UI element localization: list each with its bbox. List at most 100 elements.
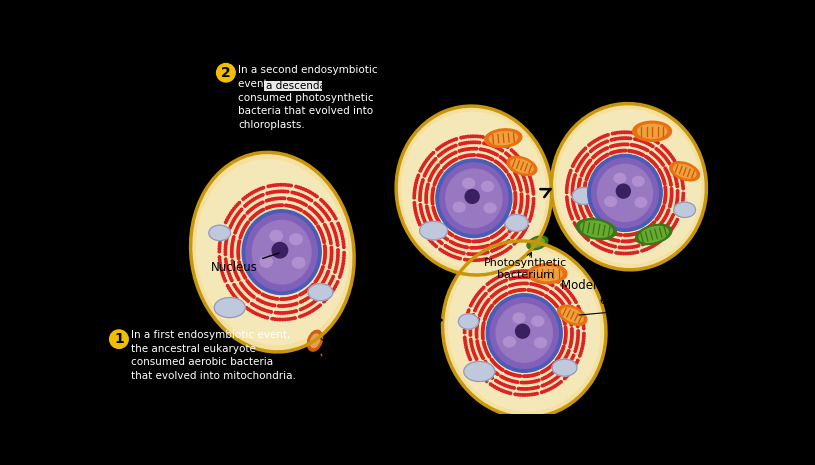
Circle shape xyxy=(504,279,507,282)
Circle shape xyxy=(319,228,321,231)
Circle shape xyxy=(651,239,654,241)
Circle shape xyxy=(529,289,531,292)
Circle shape xyxy=(526,388,529,390)
Circle shape xyxy=(243,275,245,278)
Circle shape xyxy=(568,362,570,365)
Circle shape xyxy=(545,389,548,392)
Circle shape xyxy=(532,374,535,376)
Circle shape xyxy=(451,140,453,142)
Circle shape xyxy=(650,225,652,227)
Circle shape xyxy=(437,239,439,242)
Circle shape xyxy=(611,133,614,135)
Circle shape xyxy=(336,241,338,244)
Circle shape xyxy=(501,288,504,290)
Circle shape xyxy=(476,246,478,249)
Circle shape xyxy=(512,212,514,215)
Circle shape xyxy=(266,192,268,194)
Circle shape xyxy=(491,377,493,379)
Circle shape xyxy=(460,245,463,247)
Circle shape xyxy=(589,169,592,172)
Circle shape xyxy=(311,284,315,286)
Circle shape xyxy=(548,298,551,300)
Circle shape xyxy=(512,151,514,153)
Circle shape xyxy=(467,353,469,356)
Ellipse shape xyxy=(531,239,544,247)
Circle shape xyxy=(438,220,440,223)
Circle shape xyxy=(325,227,328,230)
Circle shape xyxy=(659,151,661,153)
Circle shape xyxy=(650,232,652,234)
Circle shape xyxy=(672,213,675,216)
Circle shape xyxy=(532,200,535,203)
Circle shape xyxy=(267,199,270,201)
Circle shape xyxy=(587,239,589,241)
Circle shape xyxy=(306,197,309,199)
Circle shape xyxy=(558,290,561,292)
Circle shape xyxy=(660,210,663,212)
Circle shape xyxy=(519,209,522,211)
Circle shape xyxy=(322,237,324,240)
Circle shape xyxy=(512,183,514,185)
Circle shape xyxy=(432,189,434,191)
Circle shape xyxy=(337,249,339,251)
Circle shape xyxy=(295,199,297,202)
Circle shape xyxy=(611,152,614,154)
Circle shape xyxy=(529,276,531,279)
Circle shape xyxy=(524,388,526,390)
Circle shape xyxy=(466,351,469,353)
Circle shape xyxy=(327,296,329,299)
Circle shape xyxy=(569,213,571,215)
Ellipse shape xyxy=(535,338,547,348)
Circle shape xyxy=(481,239,483,242)
Circle shape xyxy=(493,285,496,288)
Circle shape xyxy=(226,236,228,239)
Circle shape xyxy=(574,314,576,317)
Circle shape xyxy=(333,229,336,232)
Circle shape xyxy=(593,140,596,142)
Circle shape xyxy=(271,191,273,193)
Circle shape xyxy=(567,300,570,302)
Circle shape xyxy=(483,258,486,260)
Circle shape xyxy=(610,251,613,253)
Circle shape xyxy=(482,325,484,328)
Circle shape xyxy=(273,191,275,193)
Circle shape xyxy=(570,359,573,361)
Circle shape xyxy=(562,303,565,306)
Circle shape xyxy=(225,261,227,263)
Circle shape xyxy=(330,251,333,253)
Circle shape xyxy=(668,162,671,165)
Circle shape xyxy=(525,211,527,213)
Circle shape xyxy=(446,156,448,159)
Circle shape xyxy=(610,152,612,154)
Ellipse shape xyxy=(463,178,474,188)
Circle shape xyxy=(660,145,663,147)
Circle shape xyxy=(526,199,529,202)
Circle shape xyxy=(598,144,601,146)
Circle shape xyxy=(632,233,634,236)
Circle shape xyxy=(218,242,221,245)
Circle shape xyxy=(571,198,574,201)
Circle shape xyxy=(682,197,685,199)
Circle shape xyxy=(491,138,494,140)
Circle shape xyxy=(430,174,433,176)
Circle shape xyxy=(477,371,479,373)
Circle shape xyxy=(673,172,676,175)
Circle shape xyxy=(483,155,486,158)
Ellipse shape xyxy=(496,304,553,362)
Circle shape xyxy=(491,360,494,362)
Circle shape xyxy=(579,221,582,224)
Circle shape xyxy=(575,224,577,226)
Circle shape xyxy=(235,206,237,208)
Circle shape xyxy=(597,224,600,226)
Circle shape xyxy=(416,179,418,182)
Circle shape xyxy=(664,188,667,190)
Circle shape xyxy=(487,283,489,286)
Circle shape xyxy=(470,322,473,325)
Circle shape xyxy=(526,197,529,200)
Circle shape xyxy=(444,166,447,168)
Circle shape xyxy=(503,236,505,238)
Circle shape xyxy=(582,322,584,325)
Circle shape xyxy=(314,202,316,205)
Circle shape xyxy=(449,161,452,164)
Circle shape xyxy=(671,193,673,196)
